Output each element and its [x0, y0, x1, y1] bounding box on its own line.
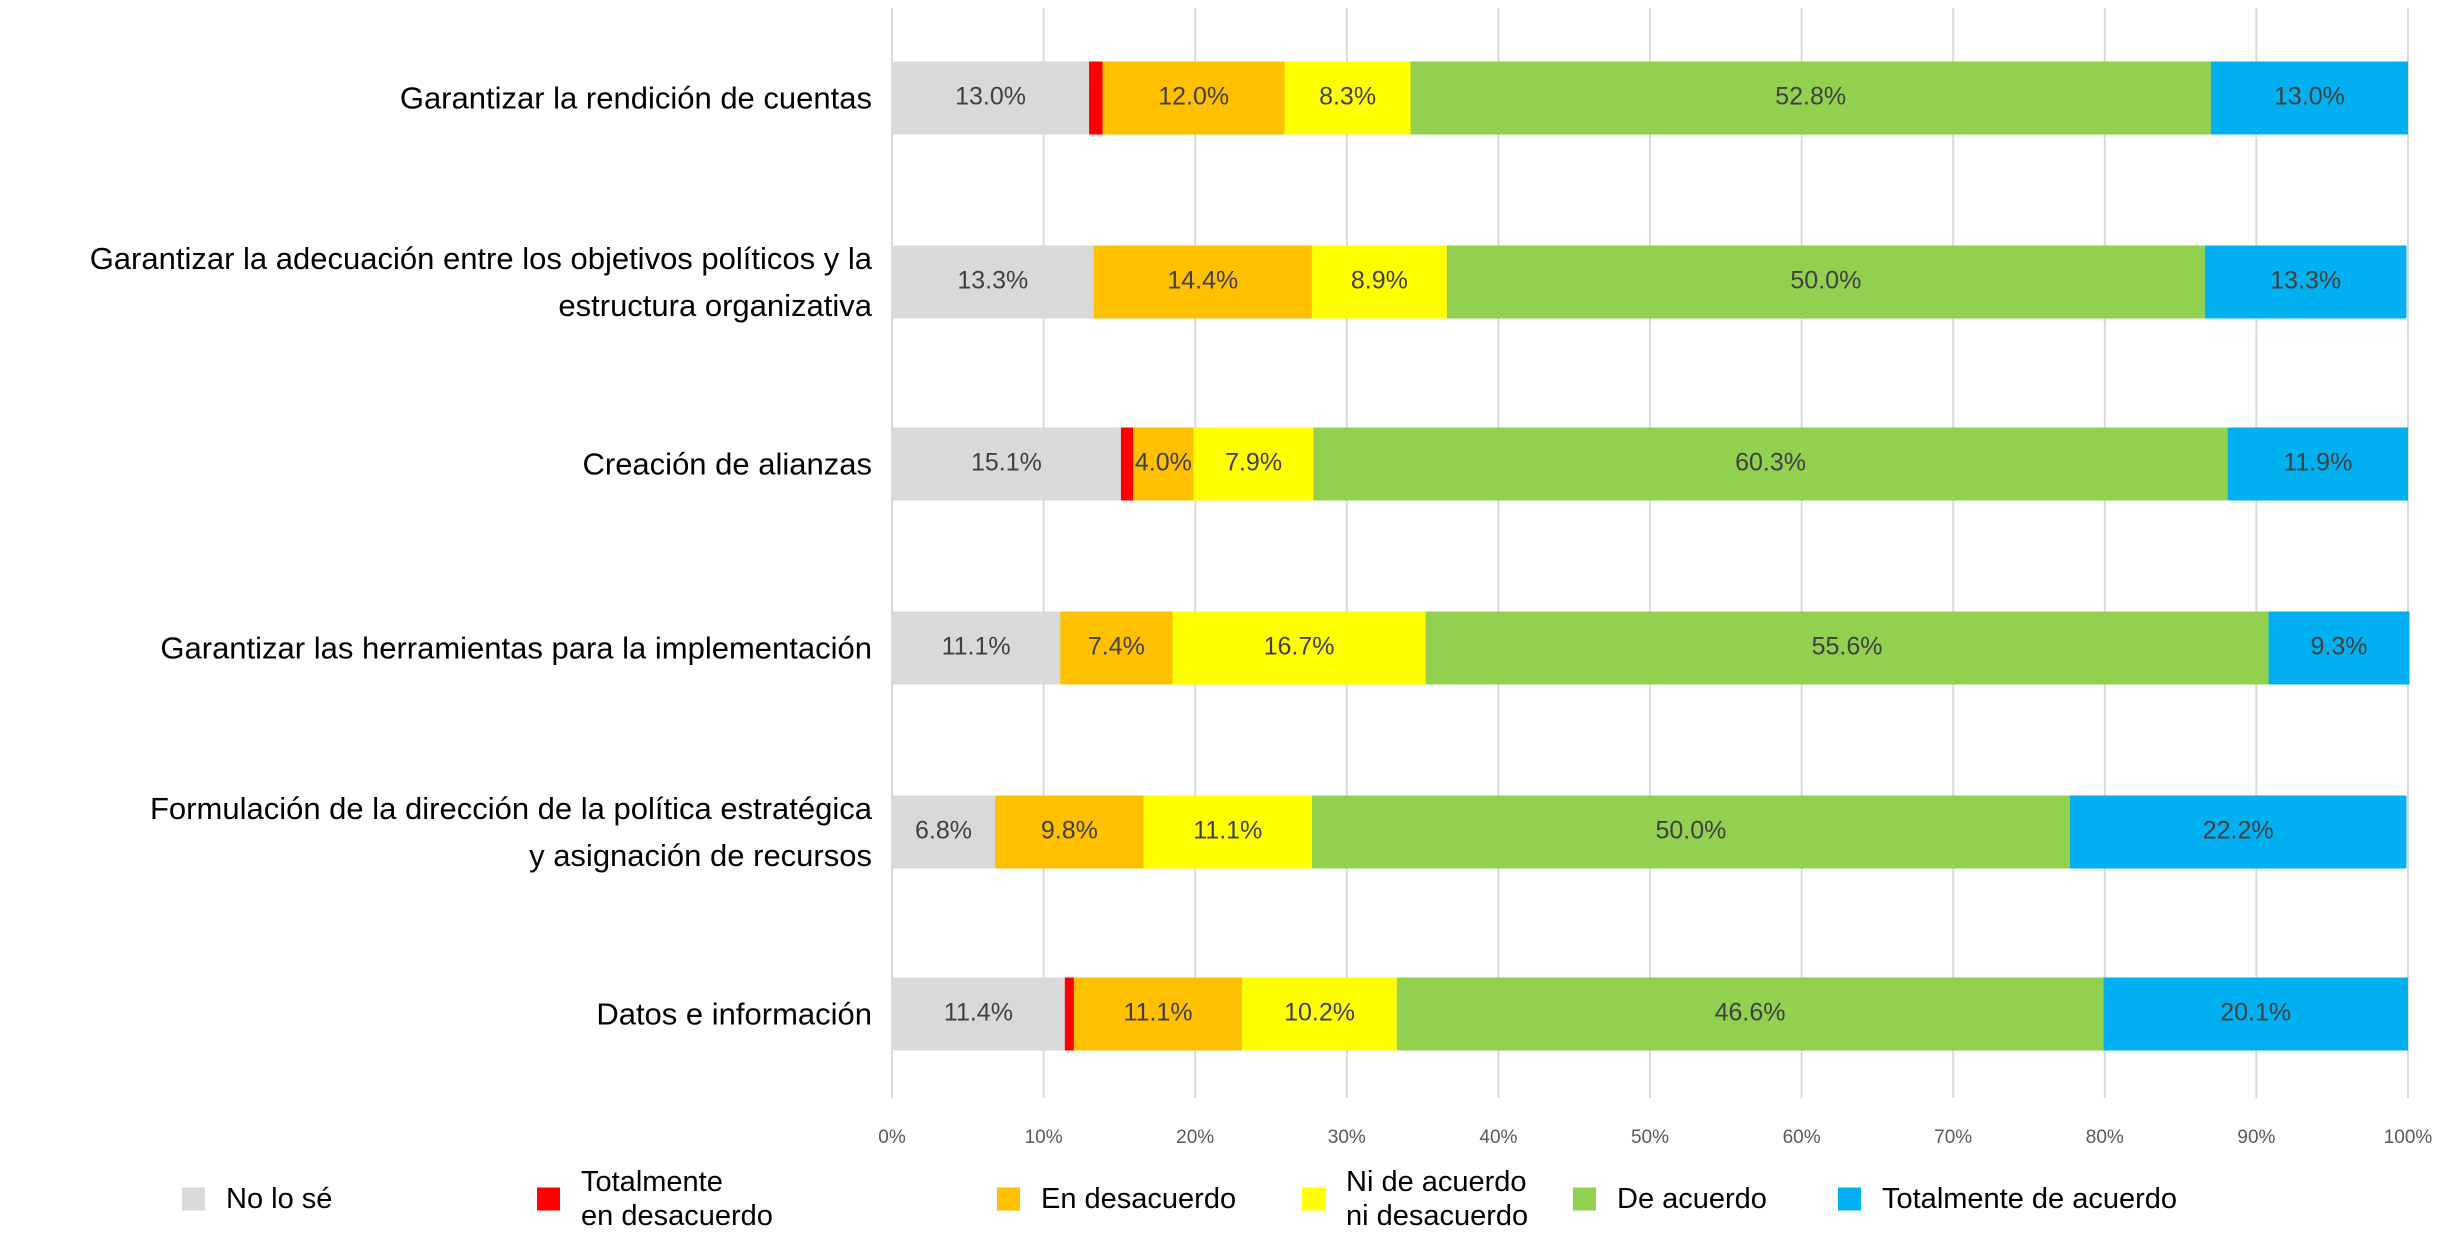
bar-segment: [1242, 977, 1397, 1051]
bar-segment: [995, 795, 1144, 869]
category-label: Datos e información: [596, 996, 872, 1032]
bar-segment: [1133, 427, 1194, 501]
data-label: 16.7%: [1264, 633, 1335, 661]
bar-segment: [1311, 795, 2070, 869]
data-label: 14.4%: [1167, 267, 1238, 295]
data-label: 46.6%: [1715, 999, 1786, 1027]
data-label: 6.8%: [915, 817, 972, 845]
data-label: 50.0%: [1655, 817, 1726, 845]
data-label: 11.1%: [1124, 999, 1193, 1027]
legend-label: Ni de acuerdo ni desacuerdo: [1346, 1166, 1529, 1232]
bar-segment: [1172, 611, 1426, 685]
bar-segment: [1425, 611, 2269, 685]
bar-segment: [1060, 611, 1173, 685]
bar-segment: [1311, 245, 1447, 319]
category-label: Garantizar la adecuación entre los objet…: [89, 241, 872, 323]
legend-swatch: [1838, 1187, 1861, 1211]
category-label: Garantizar las herramientas para la impl…: [160, 630, 872, 666]
data-label: 13.3%: [957, 267, 1028, 295]
data-label: 7.4%: [1088, 633, 1145, 661]
x-tick-label: 80%: [2086, 1127, 2124, 1148]
bar-segment: [1284, 61, 1411, 135]
data-label: 11.9%: [2283, 449, 2352, 477]
bar-segment: [1410, 61, 2211, 135]
bar-segment: [1313, 427, 2228, 501]
data-label: 60.3%: [1735, 449, 1806, 477]
bar-segment: [2103, 977, 2408, 1051]
category-label: Garantizar la rendición de cuentas: [399, 80, 872, 116]
bar-segment: [2069, 795, 2407, 869]
data-label: 55.6%: [1812, 633, 1883, 661]
data-label: 11.1%: [1193, 817, 1262, 845]
bar-segment: [892, 427, 1121, 501]
legend-label: Totalmente de acuerdo: [1882, 1183, 2178, 1215]
bar-segment: [892, 977, 1065, 1051]
x-tick-label: 90%: [2237, 1127, 2275, 1148]
legend-swatch: [182, 1187, 205, 1211]
x-tick-label: 10%: [1025, 1127, 1063, 1148]
data-label: 8.3%: [1319, 83, 1376, 111]
bar-segment: [2204, 245, 2407, 319]
bar-segment: [1193, 427, 1314, 501]
bar-segment: [1064, 977, 1074, 1051]
legend-swatch: [1302, 1187, 1325, 1211]
category-label: Formulación de la dirección de la políti…: [150, 791, 872, 873]
legend-label: No lo sé: [226, 1183, 333, 1215]
bar-segment: [1143, 795, 1312, 869]
bar-segment: [1446, 245, 2205, 319]
bar-segment: [2210, 61, 2408, 135]
bar-segment: [2268, 611, 2410, 685]
bar-segment: [1396, 977, 2104, 1051]
data-label: 4.0%: [1135, 449, 1192, 477]
bar-segment: [892, 245, 1094, 319]
bar-segment: [892, 795, 996, 869]
data-label: 52.8%: [1775, 83, 1846, 111]
data-label: 13.0%: [2274, 83, 2345, 111]
bar-segment: [1089, 61, 1103, 135]
x-tick-label: 60%: [1783, 1127, 1821, 1148]
x-tick-label: 50%: [1631, 1127, 1669, 1148]
x-tick-label: 20%: [1176, 1127, 1214, 1148]
bar-segment: [1093, 245, 1312, 319]
category-label: Creación de alianzas: [582, 446, 872, 482]
legend-label: Totalmente en desacuerdo: [581, 1166, 773, 1232]
bar-segment: [2227, 427, 2408, 501]
data-label: 13.3%: [2270, 267, 2341, 295]
legend-label: En desacuerdo: [1041, 1183, 1237, 1215]
bar-segment: [892, 611, 1061, 685]
x-tick-label: 30%: [1328, 1127, 1366, 1148]
legend-swatch: [537, 1187, 560, 1211]
data-label: 20.1%: [2220, 999, 2291, 1027]
data-label: 50.0%: [1790, 267, 1861, 295]
bar-segment: [1120, 427, 1134, 501]
x-tick-label: 0%: [878, 1127, 906, 1148]
legend-swatch: [997, 1187, 1020, 1211]
data-label: 15.1%: [971, 449, 1042, 477]
bar-segment: [1102, 61, 1285, 135]
data-label: 13.0%: [955, 83, 1026, 111]
data-label: 11.1%: [942, 633, 1011, 661]
data-label: 22.2%: [2203, 817, 2274, 845]
data-label: 9.8%: [1041, 817, 1098, 845]
bar-segment: [892, 61, 1090, 135]
data-label: 9.3%: [2311, 633, 2368, 661]
x-tick-label: 100%: [2384, 1127, 2433, 1148]
x-tick-label: 70%: [1934, 1127, 1972, 1148]
data-label: 12.0%: [1158, 83, 1229, 111]
data-label: 8.9%: [1351, 267, 1408, 295]
data-label: 7.9%: [1225, 449, 1282, 477]
legend-swatch: [1573, 1187, 1596, 1211]
bar-segment: [1073, 977, 1243, 1051]
x-tick-label: 40%: [1479, 1127, 1517, 1148]
data-label: 10.2%: [1284, 999, 1355, 1027]
legend-label: De acuerdo: [1617, 1183, 1767, 1215]
data-label: 11.4%: [944, 999, 1013, 1027]
